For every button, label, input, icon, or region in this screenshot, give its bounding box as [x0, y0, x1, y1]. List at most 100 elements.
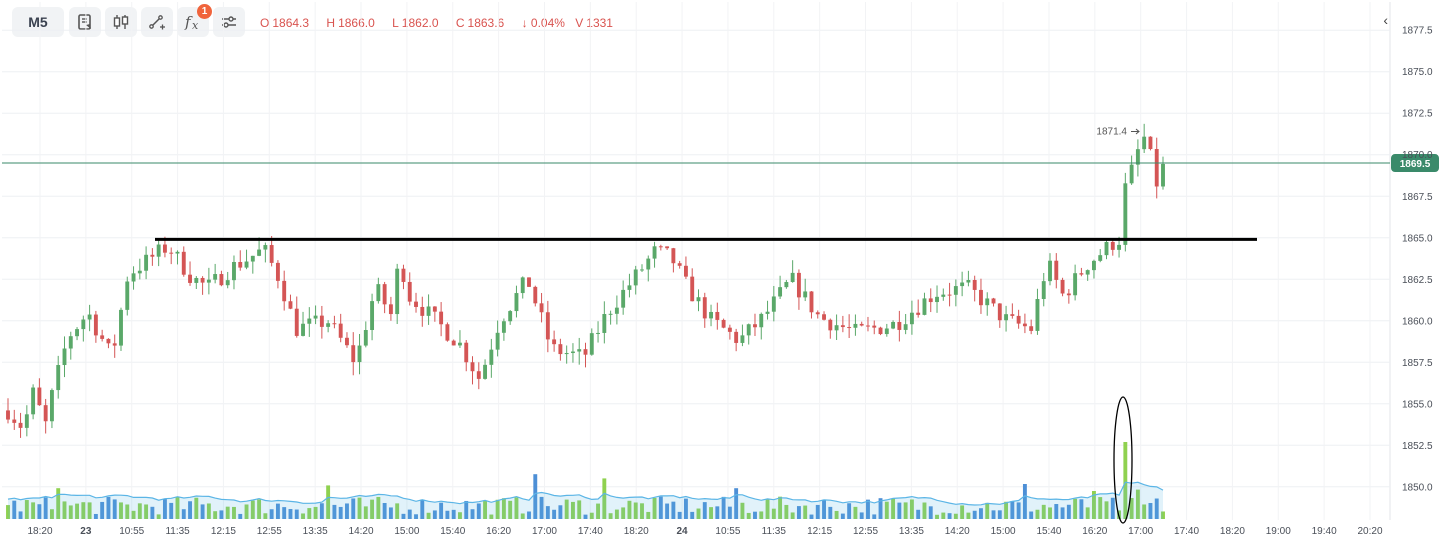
- candle-body: [552, 339, 557, 345]
- candle-body: [275, 262, 280, 281]
- notes-button[interactable]: [69, 7, 101, 37]
- candle-body: [181, 251, 186, 275]
- volume-bar: [796, 506, 801, 519]
- volume-bar: [213, 511, 218, 519]
- candle-body: [878, 327, 883, 335]
- volume-bar: [1004, 501, 1009, 519]
- candle-body: [1148, 136, 1153, 150]
- volume-bar: [62, 501, 67, 519]
- candle-body: [633, 269, 638, 286]
- volume-bar: [451, 509, 456, 519]
- time-tick-label: 17:00: [532, 526, 557, 537]
- collapse-panel-icon[interactable]: ‹: [1383, 12, 1388, 28]
- volume-bar: [558, 505, 563, 519]
- volume-bar: [219, 510, 224, 519]
- candle-body: [683, 265, 688, 277]
- candle-body: [909, 312, 914, 325]
- candle-body: [87, 314, 92, 320]
- volume-bar: [370, 499, 375, 519]
- candle-body: [1079, 273, 1084, 275]
- candle-body: [872, 325, 877, 328]
- volume-bar: [809, 514, 814, 519]
- candle-body: [1085, 270, 1090, 275]
- candle-body: [332, 323, 337, 325]
- volume-bar: [577, 500, 582, 519]
- timeframe-button[interactable]: M5: [12, 7, 64, 37]
- candle-body: [175, 251, 180, 254]
- volume-bar: [200, 504, 205, 519]
- candle-body: [476, 371, 481, 379]
- volume-bar: [1066, 504, 1071, 519]
- candle-body: [903, 324, 908, 330]
- volume-bar: [702, 502, 707, 519]
- candle-body: [18, 422, 23, 428]
- candle-body: [1135, 149, 1140, 165]
- time-tick-label: 11:35: [165, 526, 190, 537]
- candle-body: [56, 365, 61, 391]
- time-tick-label: 16:20: [1082, 526, 1107, 537]
- volume-bar: [319, 503, 324, 519]
- candle-body: [784, 282, 789, 288]
- candlestick-series: [6, 123, 1165, 438]
- candle-body: [112, 343, 117, 346]
- candle-body: [853, 323, 858, 328]
- volume-bar: [357, 497, 362, 519]
- volume-bar: [972, 510, 977, 519]
- candle-body: [840, 325, 845, 328]
- volume-bar: [244, 504, 249, 519]
- chart-overlays: 1869.5 1871.4: [2, 127, 1439, 524]
- candle-body: [326, 323, 331, 327]
- time-tick-label: 15:00: [991, 526, 1016, 537]
- candle-body: [803, 291, 808, 298]
- volume-bar: [614, 509, 619, 519]
- volume-bar: [1110, 497, 1115, 519]
- volume-bar: [313, 506, 318, 519]
- volume-bar: [56, 488, 61, 519]
- candle-body: [1016, 315, 1021, 324]
- drawing-tools-button[interactable]: [141, 7, 173, 37]
- time-tick-label: 15:00: [394, 526, 419, 537]
- candle-body: [495, 332, 500, 350]
- volume-bar: [746, 512, 751, 519]
- volume-bar: [734, 488, 739, 519]
- candle-body: [483, 364, 488, 379]
- candle-body: [6, 410, 10, 420]
- candle-body: [941, 294, 946, 297]
- volume-bar: [709, 507, 713, 519]
- volume-bar: [953, 513, 958, 519]
- volume-bar: [162, 499, 167, 519]
- volume-bar: [351, 498, 356, 519]
- volume-bar: [765, 499, 770, 519]
- volume-spike-highlight: [1113, 396, 1133, 524]
- volume-bar: [803, 505, 808, 519]
- settings-button[interactable]: [213, 7, 245, 37]
- timeframe-label: M5: [28, 14, 48, 30]
- candle-body: [388, 304, 393, 315]
- volume-bar: [683, 498, 688, 519]
- volume-bar: [847, 503, 852, 519]
- candle-body: [414, 301, 418, 307]
- candle-body: [351, 345, 356, 363]
- price-tick-label: 1870.0: [1402, 150, 1433, 161]
- candle-body: [815, 312, 820, 315]
- candle-body: [508, 311, 513, 322]
- volume-bar: [677, 511, 682, 519]
- candle-body: [232, 261, 236, 281]
- volume-bar: [93, 513, 98, 519]
- candle-body: [464, 342, 469, 363]
- candle-body: [966, 280, 971, 283]
- volume-bar: [891, 498, 896, 519]
- candle-body: [250, 255, 255, 262]
- time-tick-label: 18:20: [27, 526, 52, 537]
- volume-bar: [1104, 501, 1109, 519]
- candle-body: [43, 405, 48, 422]
- candle-body: [947, 294, 952, 296]
- volume-bar: [131, 510, 136, 519]
- time-tick-label: 20:20: [1357, 526, 1382, 537]
- candle-body: [702, 297, 707, 319]
- volume-bar: [495, 499, 500, 519]
- volume-bar: [759, 511, 764, 519]
- candle-body: [307, 318, 312, 324]
